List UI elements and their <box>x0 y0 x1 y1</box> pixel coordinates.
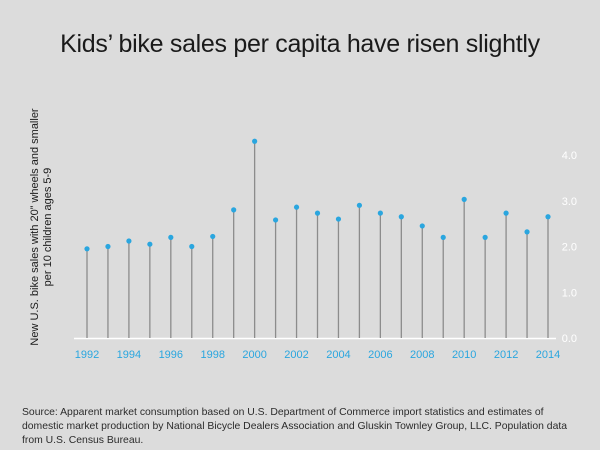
data-point <box>231 207 237 213</box>
x-tick-label: 2000 <box>242 349 266 361</box>
data-point <box>461 196 467 202</box>
data-point <box>335 216 342 222</box>
data-point <box>440 234 446 240</box>
data-point <box>189 243 195 250</box>
x-tick-label: 2010 <box>452 349 476 361</box>
data-point <box>419 223 425 229</box>
x-tick-label: 1998 <box>200 349 224 361</box>
chart-title: Kids’ bike sales per capita have risen s… <box>60 30 540 58</box>
x-tick-label: 2004 <box>326 349 350 361</box>
data-point <box>293 204 300 210</box>
source-note: Source: Apparent market consumption base… <box>22 407 568 446</box>
data-point <box>503 210 509 216</box>
x-tick-label: 1992 <box>75 349 99 361</box>
data-point <box>105 243 111 250</box>
x-tick-label: 2014 <box>536 349 560 361</box>
x-tick-label: 1996 <box>159 349 183 361</box>
y-tick-label: 4.0 <box>562 150 577 162</box>
data-point <box>314 210 321 216</box>
data-point <box>126 238 132 244</box>
y-tick-label: 2.0 <box>562 242 577 254</box>
data-point <box>524 229 530 235</box>
x-tick-label: 2008 <box>410 349 434 361</box>
x-tick-label: 2012 <box>494 349 518 361</box>
data-point <box>398 214 404 220</box>
x-tick-label: 2006 <box>368 349 392 361</box>
y-tick-label: 0.0 <box>562 333 577 345</box>
data-point <box>356 202 363 208</box>
x-tick-label: 1994 <box>117 349 141 361</box>
data-point <box>147 241 153 247</box>
y-tick-label: 1.0 <box>562 287 577 299</box>
data-point <box>252 138 258 144</box>
y-tick-label: 3.0 <box>562 196 577 208</box>
data-point <box>84 246 90 252</box>
data-point <box>272 217 279 223</box>
data-point <box>210 233 216 240</box>
data-point <box>545 214 551 220</box>
data-point <box>168 234 174 240</box>
x-tick-label: 2002 <box>284 349 308 361</box>
data-point <box>482 234 488 240</box>
data-point <box>377 210 383 216</box>
